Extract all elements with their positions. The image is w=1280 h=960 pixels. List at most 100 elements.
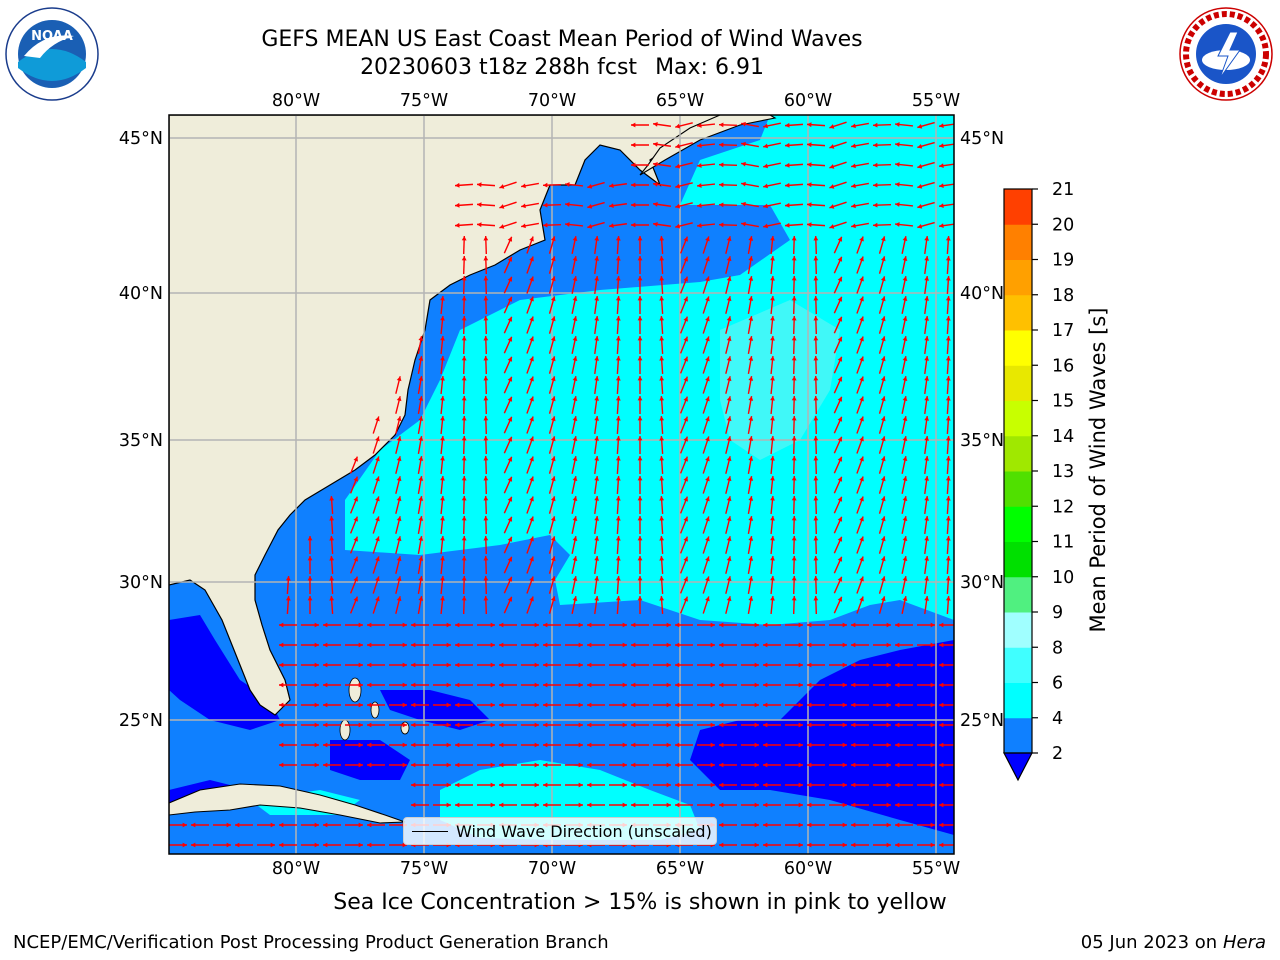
- wave-arrow: [945, 255, 951, 275]
- wave-arrow: [279, 762, 297, 768]
- wave-arrow: [440, 495, 445, 515]
- wave-arrow: [631, 222, 649, 228]
- wave-arrow: [659, 375, 665, 395]
- nws-logo: [1179, 7, 1273, 101]
- wave-arrow: [372, 536, 380, 554]
- wave-arrow: [747, 236, 754, 254]
- wave-arrow: [675, 682, 693, 688]
- wave-arrow: [679, 376, 689, 394]
- wave-arrow: [499, 742, 517, 748]
- wave-arrow: [587, 682, 605, 688]
- wave-arrow: [873, 742, 891, 748]
- wave-arrow: [791, 455, 797, 475]
- wave-arrow: [279, 682, 297, 688]
- wave-arrow: [725, 396, 732, 414]
- wave-arrow: [499, 762, 517, 768]
- wave-arrow: [526, 296, 534, 314]
- wave-arrow: [833, 256, 843, 274]
- colorbar-segment-12: [1004, 294, 1032, 331]
- wave-arrow: [833, 276, 843, 294]
- wave-arrow: [433, 802, 451, 808]
- gridlines: [169, 115, 954, 854]
- wave-arrow: [307, 576, 313, 594]
- wave-arrow: [483, 275, 489, 295]
- wave-arrow: [813, 535, 819, 555]
- wave-arrow: [608, 223, 628, 229]
- wave-arrow: [833, 476, 843, 494]
- wave-arrow: [503, 256, 513, 274]
- wave-arrow: [608, 203, 628, 209]
- wave-arrow: [615, 415, 621, 435]
- wave-arrow: [301, 662, 319, 668]
- wave-arrow: [785, 622, 803, 628]
- wave-arrow: [833, 516, 843, 534]
- wave-arrow: [503, 536, 513, 554]
- wave-arrow: [608, 183, 628, 189]
- wave-arrow: [807, 702, 825, 708]
- wave-arrow: [440, 535, 445, 555]
- wave-arrow: [631, 142, 649, 148]
- wave-arrow: [679, 256, 689, 274]
- wave-arrow: [571, 396, 578, 414]
- wave-arrow: [637, 576, 643, 594]
- wave-arrow: [631, 182, 649, 188]
- wave-arrow: [345, 622, 363, 628]
- wave-arrow: [653, 702, 671, 708]
- wave-arrow: [329, 575, 335, 595]
- wave-arrow: [878, 276, 886, 294]
- wave-arrow: [813, 375, 819, 395]
- wave-arrow: [323, 842, 341, 848]
- wave-arrow: [349, 516, 359, 534]
- footer-date: 05 Jun 2023 on Hera: [1081, 932, 1266, 953]
- wave-arrow: [856, 376, 864, 394]
- wave-arrow: [878, 236, 886, 254]
- wave-arrow: [675, 222, 693, 229]
- wave-arrow: [791, 475, 797, 495]
- wave-arrow: [279, 842, 297, 848]
- wave-arrow: [477, 802, 495, 808]
- wave-arrow: [477, 662, 495, 668]
- wave-arrow: [483, 455, 489, 475]
- wave-arrow: [770, 595, 775, 615]
- colorbar-segment-14: [1004, 224, 1032, 260]
- wave-arrow: [652, 201, 672, 207]
- wave-arrow: [747, 596, 754, 614]
- wave-arrow: [279, 622, 297, 628]
- colorbar-extend-below: [1003, 752, 1033, 782]
- wave-arrow: [784, 142, 804, 148]
- wave-arrow: [594, 275, 600, 295]
- wave-arrow: [770, 475, 775, 495]
- wave-arrow: [526, 256, 534, 274]
- wave-arrow: [411, 622, 429, 628]
- wave-arrow: [718, 182, 738, 188]
- wave-arrow: [763, 842, 781, 848]
- wave-arrow: [526, 496, 534, 514]
- wave-arrow: [829, 822, 847, 828]
- wave-arrow: [571, 516, 578, 534]
- wave-arrow: [483, 355, 489, 375]
- wave-arrow: [770, 275, 775, 295]
- wave-arrow: [526, 276, 534, 294]
- wave-arrow: [631, 662, 649, 668]
- wave-arrow: [411, 642, 429, 648]
- wave-arrow: [367, 722, 385, 728]
- wave-arrow: [806, 182, 826, 188]
- wave-arrow: [483, 415, 489, 435]
- wave-arrow: [856, 596, 864, 614]
- wave-arrow: [770, 575, 775, 595]
- wave-arrow: [615, 535, 621, 555]
- wave-arrow: [499, 802, 517, 808]
- wave-arrow: [829, 221, 847, 229]
- wave-arrow: [615, 455, 621, 475]
- wave-arrow: [806, 142, 826, 148]
- wave-arrow: [307, 536, 313, 554]
- wave-arrow: [945, 475, 951, 495]
- wave-arrow: [878, 396, 886, 414]
- wave-arrow: [521, 782, 539, 788]
- wave-arrow: [433, 622, 451, 628]
- wave-arrow: [702, 356, 710, 374]
- wave-arrow: [565, 742, 583, 748]
- wave-arrow: [851, 842, 869, 848]
- wave-arrow: [587, 201, 605, 209]
- wave-arrow: [747, 416, 754, 434]
